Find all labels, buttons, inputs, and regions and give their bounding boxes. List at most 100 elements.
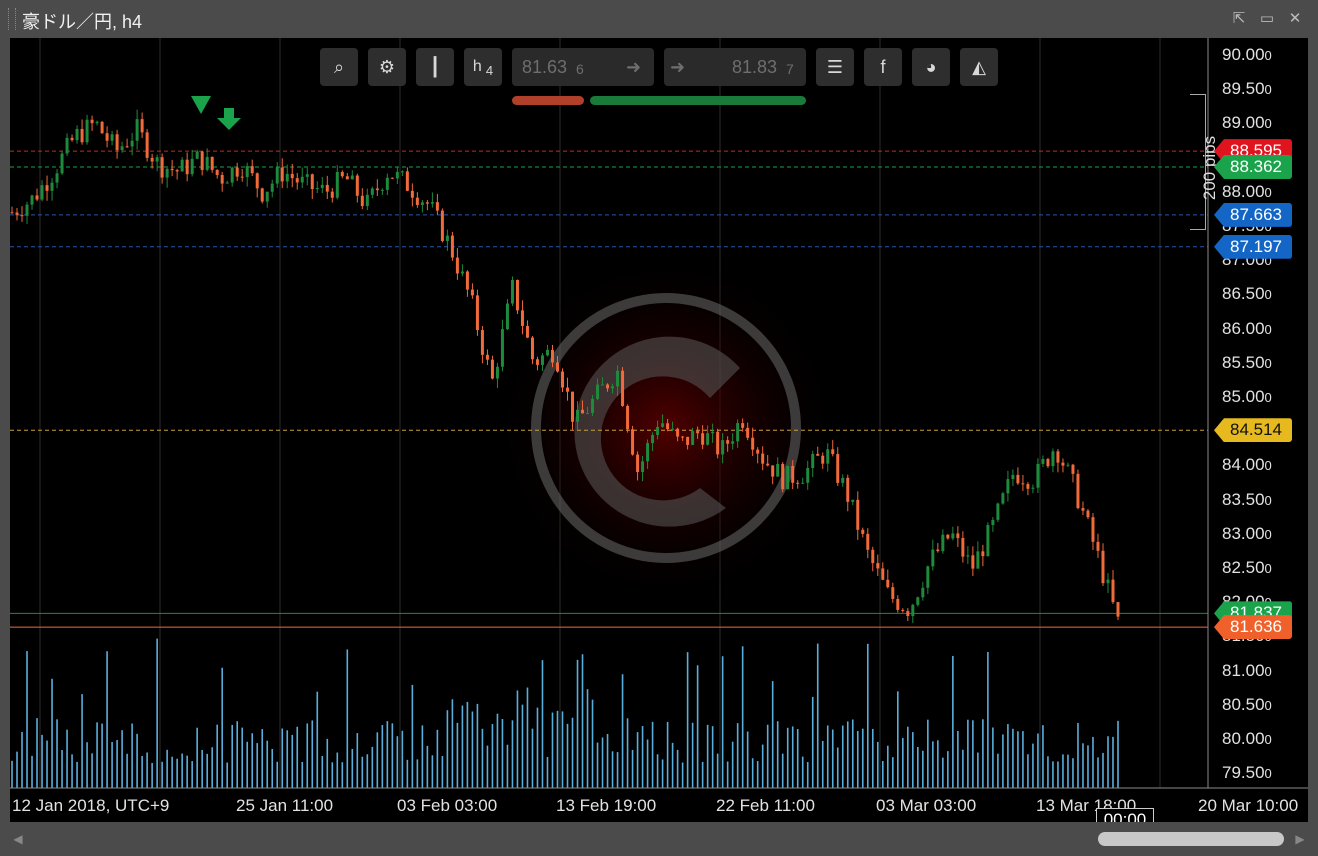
volume-bar	[266, 740, 269, 788]
volume-bar	[206, 753, 208, 788]
volume-bar	[511, 720, 514, 788]
facebook-icon[interactable]: f	[864, 48, 902, 86]
volume-bar	[831, 729, 834, 788]
volume-bar	[957, 730, 959, 788]
candle-body	[1011, 474, 1015, 480]
drawing-tools-icon[interactable]: ◭	[960, 48, 998, 86]
candle-body	[766, 463, 770, 466]
checklist-icon[interactable]: ☰	[816, 48, 854, 86]
volume-bar	[66, 729, 68, 788]
volume-bar	[801, 756, 804, 788]
volume-bar	[366, 754, 369, 788]
volume-bar	[586, 689, 589, 788]
sell-price-button[interactable]: 81.63 6 ➜	[512, 48, 654, 86]
price-axis-pipette: 0	[1264, 458, 1272, 474]
volume-bar	[546, 756, 549, 788]
volume-bar	[696, 665, 699, 788]
candle-body	[85, 119, 89, 143]
volume-bar	[236, 721, 239, 788]
candle-body	[1116, 602, 1120, 617]
scroll-thumb[interactable]	[1098, 832, 1284, 846]
candle-body	[581, 409, 585, 414]
scroll-left-icon[interactable]: ◀	[13, 832, 23, 846]
time-axis-label: 22 Feb 11:00	[716, 796, 815, 815]
volume-bar	[811, 696, 814, 788]
price-axis-label: 90.000	[1222, 45, 1272, 65]
volume-bar	[1082, 743, 1084, 788]
candle-body	[130, 140, 134, 147]
candle-body	[721, 440, 725, 455]
title-bar[interactable]: 豪ドル／円, h4 ⇱ ▭ ✕	[0, 0, 1318, 38]
chat-icon[interactable]: ◕	[912, 48, 950, 86]
volume-bar	[316, 691, 319, 788]
volume-bar	[616, 752, 619, 788]
candle-body	[821, 455, 825, 464]
volume-bar	[631, 749, 634, 788]
price-axis-value: 86.00	[1222, 318, 1265, 338]
volume-bar	[121, 730, 123, 788]
candle-body	[160, 157, 164, 178]
horizontal-scrollbar[interactable]: ◀ ▶	[0, 826, 1318, 852]
candle-body	[871, 549, 875, 564]
price-axis-value: 89.50	[1222, 79, 1265, 99]
pip-scale-bracket	[1190, 94, 1206, 230]
candle-body	[606, 384, 610, 389]
volume-bar	[661, 759, 664, 788]
volume-bar	[987, 651, 989, 788]
candle-body	[1006, 479, 1010, 494]
candle-body	[110, 134, 114, 141]
sell-price: 81.63	[522, 57, 568, 77]
zoom-icon[interactable]: ⌕	[320, 48, 358, 86]
volume-bar	[766, 724, 769, 788]
candle-body	[230, 167, 234, 183]
volume-bar	[221, 667, 223, 788]
candle-body	[761, 453, 765, 464]
volume-bar	[982, 719, 984, 788]
candle-body	[295, 178, 299, 183]
volume-bar	[471, 711, 474, 788]
candle-body	[440, 210, 444, 242]
volume-bar	[841, 725, 844, 788]
price-axis-pipette: 0	[1264, 287, 1272, 303]
price-tag: 88.362	[1214, 155, 1292, 180]
candle-body	[611, 386, 615, 389]
volume-bar	[746, 731, 749, 788]
price-axis-label: 80.000	[1222, 729, 1272, 749]
candle-body	[876, 563, 880, 569]
candle-body	[746, 427, 750, 438]
candle-body	[836, 454, 840, 483]
volume-bar	[151, 762, 153, 788]
volume-bar	[31, 755, 33, 788]
scroll-right-icon[interactable]: ▶	[1295, 832, 1305, 846]
close-icon[interactable]: ✕	[1288, 10, 1302, 27]
volume-bar	[1072, 758, 1074, 788]
volume-bar	[516, 690, 519, 788]
volume-bar	[276, 761, 279, 788]
volume-bar	[561, 711, 564, 788]
candle-body	[891, 587, 895, 599]
volume-bar	[917, 746, 919, 788]
buy-price-button[interactable]: ➜ 81.83 7	[664, 48, 806, 86]
candle-body	[245, 166, 249, 178]
volume-bar	[91, 753, 93, 788]
price-axis-value: 89.00	[1222, 113, 1265, 133]
volume-bar	[41, 734, 43, 788]
candlestick-type-icon[interactable]: ┃	[416, 48, 454, 86]
price-axis-label: 88.000	[1222, 182, 1272, 202]
candle-body	[555, 362, 559, 372]
candle-body	[591, 398, 595, 414]
volume-bar	[246, 741, 249, 788]
price-axis-value: 85.50	[1222, 352, 1265, 372]
volume-bar	[821, 740, 824, 788]
popout-icon[interactable]: ⇱	[1232, 10, 1246, 27]
chart-svg[interactable]	[10, 38, 1308, 822]
drag-grip-icon[interactable]	[8, 8, 16, 30]
candle-body	[931, 549, 935, 567]
maximize-icon[interactable]: ▭	[1259, 10, 1275, 27]
price-axis-label: 85.500	[1222, 353, 1272, 373]
candle-body	[951, 533, 955, 539]
candle-body	[145, 132, 149, 158]
chart-settings-icon[interactable]: ⚙	[368, 48, 406, 86]
